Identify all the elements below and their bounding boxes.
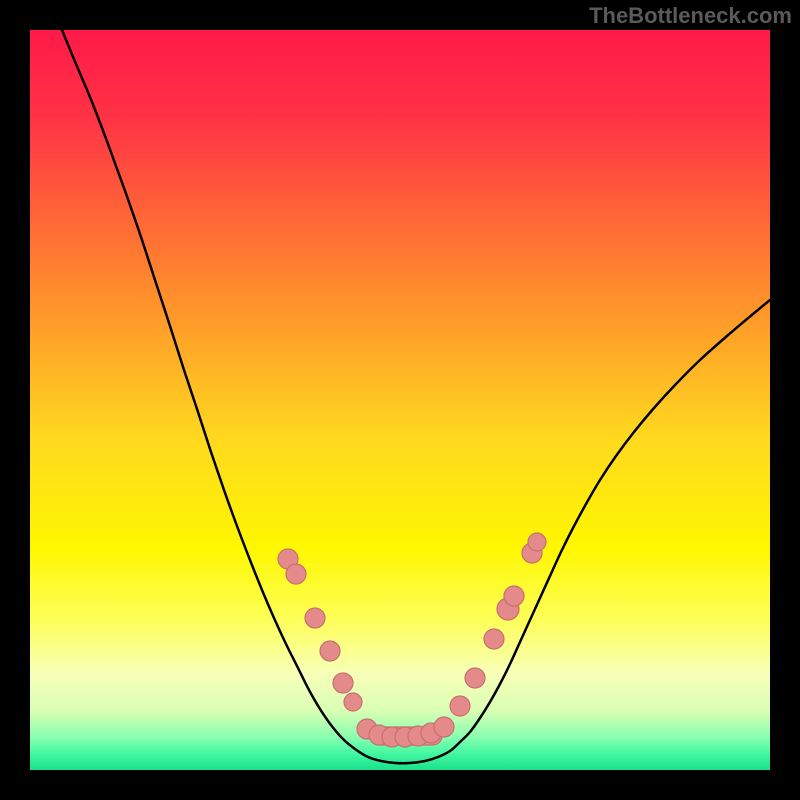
watermark: TheBottleneck.com [589,3,792,29]
chart-container: TheBottleneck.com [0,0,800,800]
bottleneck-curve-chart [0,0,800,800]
